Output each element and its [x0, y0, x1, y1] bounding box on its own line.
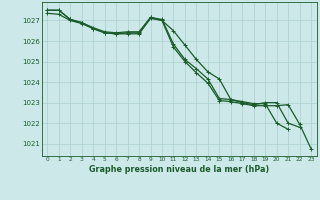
X-axis label: Graphe pression niveau de la mer (hPa): Graphe pression niveau de la mer (hPa) [89, 165, 269, 174]
